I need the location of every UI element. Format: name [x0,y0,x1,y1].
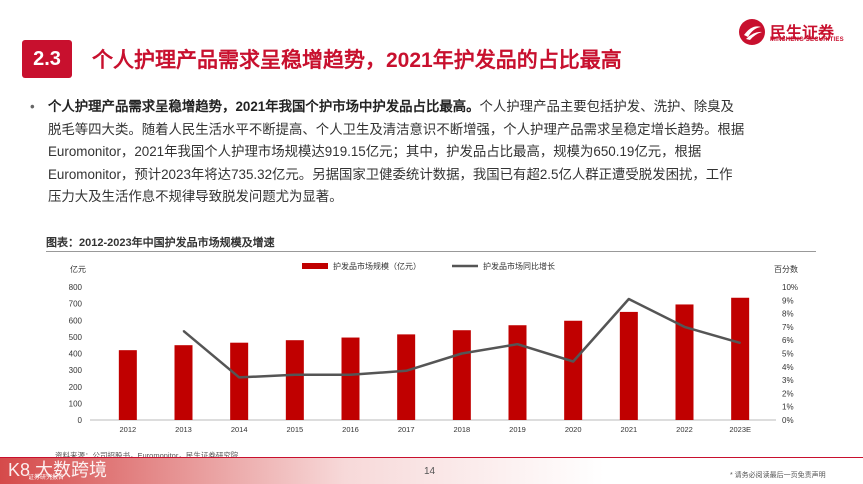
growth-point [739,342,741,344]
legend-bar-swatch [302,263,328,269]
x-tick-label: 2016 [342,425,359,434]
bar [731,297,750,420]
legend-line-label: 护发品市场同比增长 [483,261,555,271]
disclaimer-text: * 请务必阅读最后一页免责声明 [730,472,826,479]
growth-point [628,298,630,300]
bullet-paragraph: • 个人护理产品需求呈稳增趋势，2021年我国个护市场中护发品占比最高。个人护理… [30,96,830,209]
bar [508,325,527,420]
growth-point [461,352,463,355]
x-tick-label: 2023E [729,425,751,434]
x-tick-label: 2014 [231,425,248,434]
bar [285,340,304,420]
bar [118,350,137,420]
right-tick-label: 6% [782,336,794,345]
right-tick-label: 2% [782,389,794,398]
bullet-bold-text: 个人护理产品需求呈稳增趋势，2021年我国个护市场中护发品占比最高。 [48,99,480,114]
bar [230,342,249,420]
logo-text-en: MINSHENG SECURITIES [770,37,844,43]
growth-point [683,326,686,328]
bar [452,330,471,420]
bar [174,345,193,420]
left-tick-label: 400 [69,350,83,359]
growth-point [405,369,407,372]
right-tick-label: 4% [782,363,794,372]
left-tick-label: 800 [69,283,83,292]
right-axis-label: 百分数 [774,264,798,274]
left-tick-label: 100 [69,399,83,408]
bar [619,311,638,420]
footer-bar [0,458,863,484]
left-tick-label: 0 [78,416,83,425]
legend-bar-label: 护发品市场规模（亿元） [333,261,421,271]
growth-point [182,330,185,332]
bullet-dot-icon: • [30,99,35,114]
watermark-text: K8 大数跨境 [8,460,108,480]
bar [675,304,694,420]
page-number: 14 [424,466,436,477]
company-logo: 民生证券 MINSHENG SECURITIES [738,18,848,48]
right-tick-label: 9% [782,296,794,305]
bullet-line-2: Euromonitor，2021年我国个人护理市场规模达919.15亿元；其中，… [48,144,702,159]
slide-header: 2.3 个人护理产品需求呈稳增趋势，2021年护发品的占比最高 民生证券 MIN… [0,0,863,80]
x-tick-label: 2020 [565,425,582,434]
caption-divider [46,251,816,252]
bar [341,337,360,420]
bullet-line-1: 脱毛等四大类。随着人民生活水平不断提高、个人卫生及清洁意识不断增强，个人护理产品… [48,121,745,137]
bar [564,320,583,420]
left-tick-label: 300 [69,366,83,375]
market-size-chart: 亿元 百分数 0 100 200 300 400 500 600 700 800 0% 1% 2% 3% 4%… [69,261,798,434]
growth-point [349,373,352,376]
right-tick-label: 7% [782,323,794,332]
x-tick-label: 2015 [286,425,303,434]
growth-point [238,376,240,379]
left-tick-label: 200 [69,383,83,392]
x-tick-label: 2017 [398,425,415,434]
bullet-line-4: 压力大及生活作息不规律导致脱发问题尤为显著。 [48,189,343,204]
x-tick-label: 2022 [676,425,693,434]
bullet-line: 个人护理产品需求呈稳增趋势，2021年我国个护市场中护发品占比最高。个人护理产品… [48,96,830,119]
left-tick-label: 500 [69,333,83,342]
slide-title: 个人护理产品需求呈稳增趋势，2021年护发品的占比最高 [92,49,622,72]
chart-source: 资料来源：公司招股书，Euromonitor，民生证券研究院 [55,451,239,460]
bar [397,334,416,420]
chart-caption: 图表：2012-2023年中国护发品市场规模及增速 [46,237,275,249]
growth-point [516,343,519,345]
bullet-line-3: Euromonitor，预计2023年将达735.32亿元。另据国家卫健委统计数… [48,166,733,182]
x-tick-label: 2018 [453,425,470,434]
footer-divider [0,457,863,458]
bullet-line-0: 个人护理产品主要包括护发、洗护、除臭及 [479,99,734,114]
x-tick-label: 2012 [119,425,136,434]
logo-text-cn: 民生证券 [770,25,835,42]
left-tick-label: 700 [69,300,83,309]
right-tick-label: 10% [782,283,798,292]
growth-point [294,373,296,376]
right-tick-label: 8% [782,310,794,319]
left-axis-label: 亿元 [70,264,86,274]
right-tick-label: 5% [782,350,794,359]
right-tick-label: 3% [782,376,794,385]
section-number-badge: 2.3 [22,40,72,78]
right-tick-label: 0% [782,416,794,425]
x-tick-label: 2019 [509,425,526,434]
growth-point [572,360,574,363]
watermark-subtext: 证券研究报告 [28,475,65,481]
x-tick-label: 2013 [175,425,192,434]
left-tick-label: 600 [69,316,83,325]
x-tick-label: 2021 [620,425,637,434]
logo-mark-icon [739,19,765,45]
right-tick-label: 1% [782,403,794,412]
